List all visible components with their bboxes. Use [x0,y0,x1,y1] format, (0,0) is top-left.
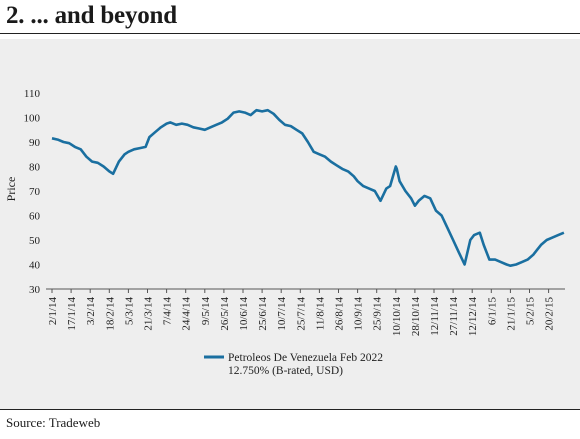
x-tick-label: 9/5/14 [200,297,212,326]
y-axis: 30 40 50 60 70 80 90 100 110 [24,88,41,296]
source-note: Source: Tradeweb [6,415,101,430]
chart-panel: 30 40 50 60 70 80 90 100 110 2/1/14 17/1/14 3/2/14… [0,39,580,409]
x-tick-label: 10/6/14 [238,297,250,331]
x-tick-label: 25/7/14 [295,297,307,331]
x-tick-label: 26/5/14 [219,297,231,331]
y-axis-label: Price [4,177,18,202]
x-tick-label: 10/10/14 [391,297,403,337]
x-tick-label: 24/4/14 [181,297,193,331]
x-tick-label: 5/2/15 [525,297,537,326]
x-tick-label: 3/2/14 [85,297,97,326]
x-tick-label: 21/1/15 [505,297,517,331]
x-tick-label: 21/3/14 [143,297,155,331]
page-title: 2. ... and beyond [6,2,177,29]
x-tick-label: 20/2/15 [544,297,556,331]
x-tick-label: 6/1/15 [486,297,498,326]
y-tick-label: 100 [24,113,41,125]
price-chart: 30 40 50 60 70 80 90 100 110 2/1/14 17/1/14 3/2/14… [4,88,565,377]
x-tick-label: 7/4/14 [162,297,174,326]
x-tick-label: 26/8/14 [334,297,346,331]
y-tick-label: 90 [29,137,41,149]
x-tick-label: 25/9/14 [372,297,384,331]
y-tick-label: 80 [29,162,41,174]
x-tick-label: 10/7/14 [276,297,288,331]
x-tick-label: 2/1/14 [47,297,59,326]
x-tick-label: 25/6/14 [257,297,269,331]
x-tick-label: 28/10/14 [410,297,422,337]
legend-label-line-2: 12.750% (B-rated, USD) [228,365,343,377]
x-tick-label: 18/2/14 [104,297,116,331]
x-tick-label: 5/3/14 [123,297,135,326]
y-tick-label: 30 [29,284,41,296]
source-rule [0,409,580,410]
x-axis: 2/1/14 17/1/14 3/2/14 18/2/14 5/3/14 21/3/14 7… [47,289,556,336]
y-tick-label: 60 [29,211,41,223]
x-tick-label: 12/12/14 [467,297,479,337]
title-rule [0,33,580,34]
y-tick-label: 70 [29,186,41,198]
y-tick-label: 50 [29,235,41,247]
x-tick-label: 10/9/14 [353,297,365,331]
series-line [51,108,565,267]
y-tick-label: 40 [29,260,41,272]
x-tick-label: 12/11/14 [429,297,441,336]
y-tick-label: 110 [24,88,41,100]
legend-label-line-1: Petroleos De Venezuela Feb 2022 [228,352,383,364]
x-tick-label: 27/11/14 [448,297,460,336]
legend: Petroleos De Venezuela Feb 2022 12.750% … [204,352,383,377]
x-tick-label: 17/1/14 [66,297,78,331]
x-tick-label: 11/8/14 [314,297,326,331]
